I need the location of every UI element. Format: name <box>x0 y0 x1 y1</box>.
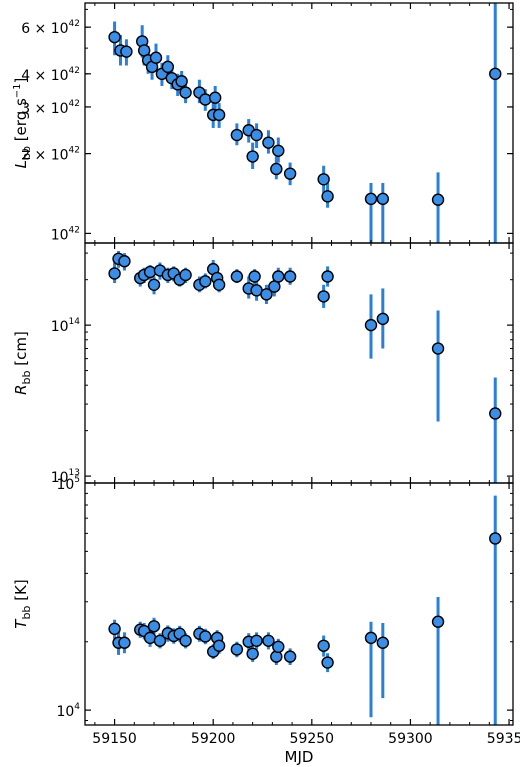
y-tick-label: 1013 <box>51 468 80 486</box>
y-tick-label: 105 <box>56 475 80 493</box>
data-point <box>179 86 192 99</box>
data-point <box>431 615 445 628</box>
data-point <box>272 640 285 654</box>
y-tick-label: 3 × 1042 <box>21 99 80 117</box>
data-point <box>208 91 222 104</box>
data-point <box>161 60 175 74</box>
axes-frame-1 <box>84 2 514 244</box>
x-tick-label: 59250 <box>290 731 335 747</box>
data-point <box>431 193 445 206</box>
data-point <box>364 192 378 206</box>
data-point <box>230 128 244 142</box>
data-point <box>108 622 121 636</box>
data-point <box>262 634 275 647</box>
data-point <box>272 144 285 157</box>
data-point <box>153 634 167 647</box>
data-point <box>431 342 445 355</box>
data-point <box>317 639 330 652</box>
data-point <box>108 30 121 44</box>
data-point <box>246 647 259 661</box>
data-point <box>317 290 330 303</box>
panel-3: 104 105 59150 59200 59250 59300 59350 Tbb [K] MJ… <box>12 475 520 766</box>
data-point <box>108 267 121 280</box>
data-point <box>147 278 161 292</box>
markers-2 <box>108 252 502 420</box>
data-point <box>268 280 281 293</box>
data-point <box>199 93 212 106</box>
y-axis-label: Tbb [K] <box>12 579 33 628</box>
data-point <box>272 270 285 283</box>
data-point <box>199 275 212 288</box>
data-point <box>376 312 390 326</box>
x-tick-label: 59200 <box>191 731 236 747</box>
data-point <box>179 634 192 647</box>
data-point <box>283 270 297 283</box>
data-point <box>364 631 378 645</box>
y-tick-label: 104 <box>56 702 80 720</box>
errorbars-1 <box>113 3 497 243</box>
y-axis-label: Lbb [erg s−1] <box>12 78 33 169</box>
data-point <box>283 167 297 180</box>
data-point <box>250 634 263 647</box>
x-tick-label: 59150 <box>92 731 137 747</box>
y-tick-label: 1014 <box>51 317 81 335</box>
data-point <box>147 620 161 633</box>
data-point <box>250 128 263 142</box>
data-point <box>246 150 259 163</box>
panel-1: 1042 2 × 1042 3 × 1042 4 × 1042 6 × 1042 Lbb … <box>12 2 514 244</box>
data-point <box>270 162 283 176</box>
markers-3 <box>108 532 502 669</box>
panel-2: 1013 1014 Rbb [cm] <box>12 242 514 486</box>
data-point <box>364 318 378 332</box>
y-tick-label: 6 × 1042 <box>21 19 80 37</box>
data-point <box>321 656 334 669</box>
y-tick-label: 2 × 1042 <box>21 146 80 164</box>
markers-1 <box>108 30 502 206</box>
data-point <box>270 650 283 663</box>
data-point <box>376 192 390 206</box>
y-tick-label: 4 × 1042 <box>21 66 80 84</box>
data-point <box>376 636 390 649</box>
x-tick-label: 59300 <box>388 731 433 747</box>
errorbars-3 <box>113 495 497 725</box>
data-point <box>118 255 131 268</box>
data-point <box>118 636 131 649</box>
data-point <box>321 270 334 283</box>
data-point <box>489 532 502 545</box>
data-point <box>230 270 244 283</box>
axes-frame-3 <box>84 482 514 726</box>
data-point <box>179 268 192 282</box>
data-point <box>199 630 212 643</box>
y-axis-label: Rbb [cm] <box>12 331 33 395</box>
y-tick-label: 1042 <box>51 225 80 243</box>
data-point <box>321 190 334 203</box>
data-point <box>262 136 275 149</box>
data-point <box>175 75 188 88</box>
data-point <box>212 278 226 292</box>
data-point <box>248 270 261 283</box>
data-point <box>489 67 502 81</box>
data-point <box>120 45 133 58</box>
data-point <box>489 407 502 420</box>
data-point <box>212 108 226 122</box>
data-point <box>149 51 163 64</box>
x-tick-label: 59350 <box>487 731 520 747</box>
data-point <box>317 173 330 186</box>
data-point <box>260 288 273 301</box>
data-point <box>230 643 244 656</box>
data-point <box>212 639 226 652</box>
x-axis-label: MJD <box>285 748 314 766</box>
errorbars-2 <box>113 250 497 483</box>
data-point <box>283 650 297 663</box>
